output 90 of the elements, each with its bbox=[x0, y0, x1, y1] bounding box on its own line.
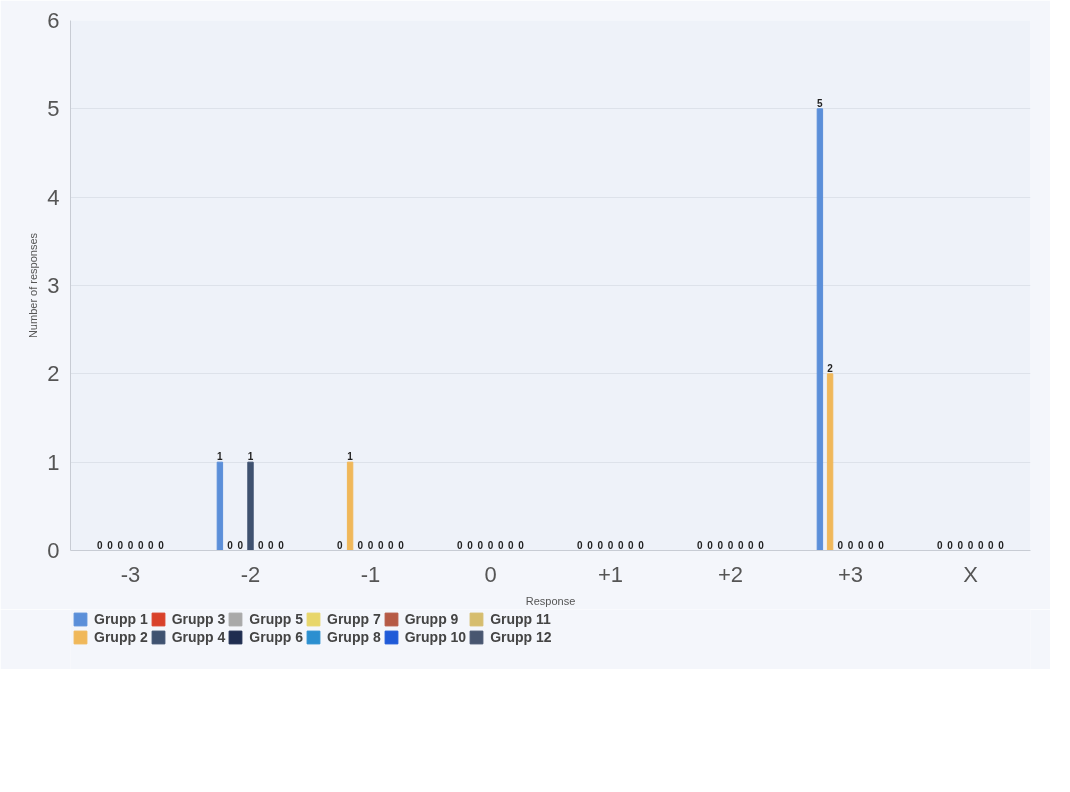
legend-label: Grupp 10 bbox=[404, 629, 467, 645]
x-tick-label: -2 bbox=[240, 561, 261, 587]
bar bbox=[216, 461, 224, 551]
data-label: 0 bbox=[638, 539, 645, 551]
data-label: 0 bbox=[697, 539, 704, 551]
data-label: 0 bbox=[988, 539, 995, 551]
data-label: 0 bbox=[868, 539, 875, 551]
y-axis-title: Number of responses bbox=[27, 232, 40, 339]
y-tick-label: 6 bbox=[47, 8, 60, 33]
y-tick-label: 1 bbox=[47, 449, 60, 475]
data-label: 0 bbox=[878, 539, 885, 551]
data-label: 0 bbox=[127, 539, 134, 551]
x-axis-title: Response bbox=[525, 594, 576, 607]
data-label: 1 bbox=[347, 451, 354, 463]
legend-label: Grupp 9 bbox=[404, 611, 459, 627]
data-label: 0 bbox=[278, 539, 285, 551]
data-label: 0 bbox=[977, 539, 984, 551]
data-label: 0 bbox=[587, 539, 594, 551]
data-label: 0 bbox=[617, 539, 624, 551]
data-label: 5 bbox=[817, 97, 824, 109]
data-label: 0 bbox=[117, 539, 124, 551]
y-tick-label: 3 bbox=[47, 273, 60, 298]
data-label: 0 bbox=[518, 539, 525, 551]
data-label: 0 bbox=[227, 539, 234, 551]
data-label: 0 bbox=[357, 539, 364, 551]
data-label: 0 bbox=[607, 539, 614, 551]
data-label: 0 bbox=[947, 539, 954, 551]
legend-label: Grupp 1 bbox=[94, 611, 148, 627]
data-label: 0 bbox=[377, 539, 384, 551]
data-label: 0 bbox=[957, 539, 964, 551]
data-label: 0 bbox=[158, 539, 165, 551]
legend-label: Grupp 5 bbox=[249, 611, 304, 627]
x-tick-label: +2 bbox=[717, 561, 744, 587]
data-label: 0 bbox=[508, 539, 515, 551]
x-tick-label: X bbox=[963, 561, 979, 587]
data-label: 0 bbox=[967, 539, 974, 551]
data-label: 0 bbox=[337, 539, 344, 551]
data-label: 0 bbox=[748, 539, 755, 551]
x-tick-label: 0 bbox=[484, 561, 497, 587]
data-label: 0 bbox=[107, 539, 114, 551]
y-tick-label: 4 bbox=[47, 184, 60, 210]
data-label: 2 bbox=[827, 362, 834, 374]
data-label: 0 bbox=[758, 539, 765, 551]
data-label: 0 bbox=[628, 539, 635, 551]
data-label: 1 bbox=[247, 451, 254, 463]
legend-label: Grupp 7 bbox=[327, 611, 381, 627]
legend-label: Grupp 3 bbox=[171, 611, 226, 627]
x-tick-label: -3 bbox=[120, 561, 141, 587]
legend-label: Grupp 12 bbox=[490, 629, 552, 645]
data-label: 0 bbox=[717, 539, 724, 551]
data-label: 0 bbox=[727, 539, 734, 551]
x-tick-label: +3 bbox=[837, 561, 864, 587]
data-label: 0 bbox=[457, 539, 464, 551]
data-label: 0 bbox=[937, 539, 944, 551]
y-tick-label: 0 bbox=[47, 538, 60, 563]
x-tick-label: -1 bbox=[360, 561, 381, 587]
data-label: 0 bbox=[597, 539, 604, 551]
bar bbox=[816, 108, 824, 551]
data-label: 0 bbox=[268, 539, 275, 551]
legend-label: Grupp 6 bbox=[249, 629, 304, 645]
data-label: 0 bbox=[148, 539, 155, 551]
data-label: 0 bbox=[847, 539, 854, 551]
data-label: 0 bbox=[487, 539, 494, 551]
data-label: 0 bbox=[398, 539, 405, 551]
data-label: 0 bbox=[97, 539, 104, 551]
data-label: 0 bbox=[707, 539, 714, 551]
data-label: 0 bbox=[857, 539, 864, 551]
legend-label: Grupp 11 bbox=[490, 611, 551, 627]
data-label: 0 bbox=[467, 539, 474, 551]
bar bbox=[346, 461, 354, 551]
data-label: 0 bbox=[837, 539, 844, 551]
legend-label: Grupp 4 bbox=[171, 629, 226, 645]
data-label: 0 bbox=[367, 539, 374, 551]
data-label: 0 bbox=[577, 539, 584, 551]
legend-label: Grupp 8 bbox=[327, 629, 381, 645]
bar bbox=[247, 461, 254, 551]
data-label: 1 bbox=[217, 451, 224, 463]
y-tick-label: 2 bbox=[47, 361, 60, 387]
data-label: 0 bbox=[137, 539, 144, 551]
legend-label: Grupp 2 bbox=[94, 629, 148, 645]
data-label: 0 bbox=[237, 539, 244, 551]
data-label: 0 bbox=[257, 539, 264, 551]
y-tick-label: 5 bbox=[47, 96, 60, 122]
data-label: 0 bbox=[737, 539, 744, 551]
data-label: 0 bbox=[388, 539, 395, 551]
data-label: 0 bbox=[497, 539, 504, 551]
data-label: 0 bbox=[998, 539, 1005, 551]
data-label: 0 bbox=[477, 539, 484, 551]
bar bbox=[826, 373, 834, 551]
x-tick-label: +1 bbox=[597, 561, 624, 587]
